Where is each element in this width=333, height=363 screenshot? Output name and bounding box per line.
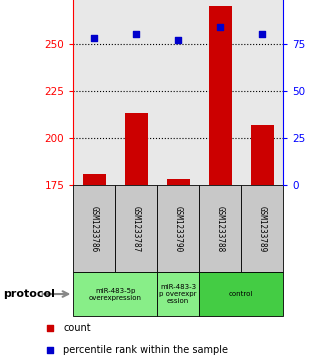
Bar	[157, 185, 199, 272]
Bar	[73, 185, 115, 272]
Text: control: control	[229, 291, 253, 297]
Bar	[157, 272, 199, 316]
Point	[175, 37, 181, 43]
Bar	[250, 125, 274, 363]
Bar	[125, 113, 148, 363]
Text: miR-483-3
p overexpr
ession: miR-483-3 p overexpr ession	[160, 284, 197, 304]
Bar	[83, 174, 106, 363]
Point	[134, 31, 139, 37]
Bar	[73, 272, 157, 316]
Bar	[115, 185, 157, 272]
Point	[47, 347, 53, 353]
Text: GSM1233786: GSM1233786	[90, 205, 99, 252]
Text: GSM1233789: GSM1233789	[257, 205, 267, 252]
Bar	[241, 185, 283, 272]
Bar	[208, 6, 232, 363]
Point	[217, 24, 223, 29]
Text: percentile rank within the sample: percentile rank within the sample	[63, 345, 228, 355]
Point	[47, 325, 53, 331]
Text: GSM1233790: GSM1233790	[173, 205, 183, 252]
Text: GSM1233787: GSM1233787	[132, 205, 141, 252]
Bar	[166, 179, 190, 363]
Bar	[199, 185, 241, 272]
Text: miR-483-5p
overexpression: miR-483-5p overexpression	[89, 287, 142, 301]
Bar	[199, 272, 283, 316]
Point	[259, 31, 265, 37]
Text: protocol: protocol	[3, 289, 55, 299]
Text: GSM1233788: GSM1233788	[215, 205, 225, 252]
Text: count: count	[63, 323, 91, 333]
Point	[92, 35, 97, 41]
